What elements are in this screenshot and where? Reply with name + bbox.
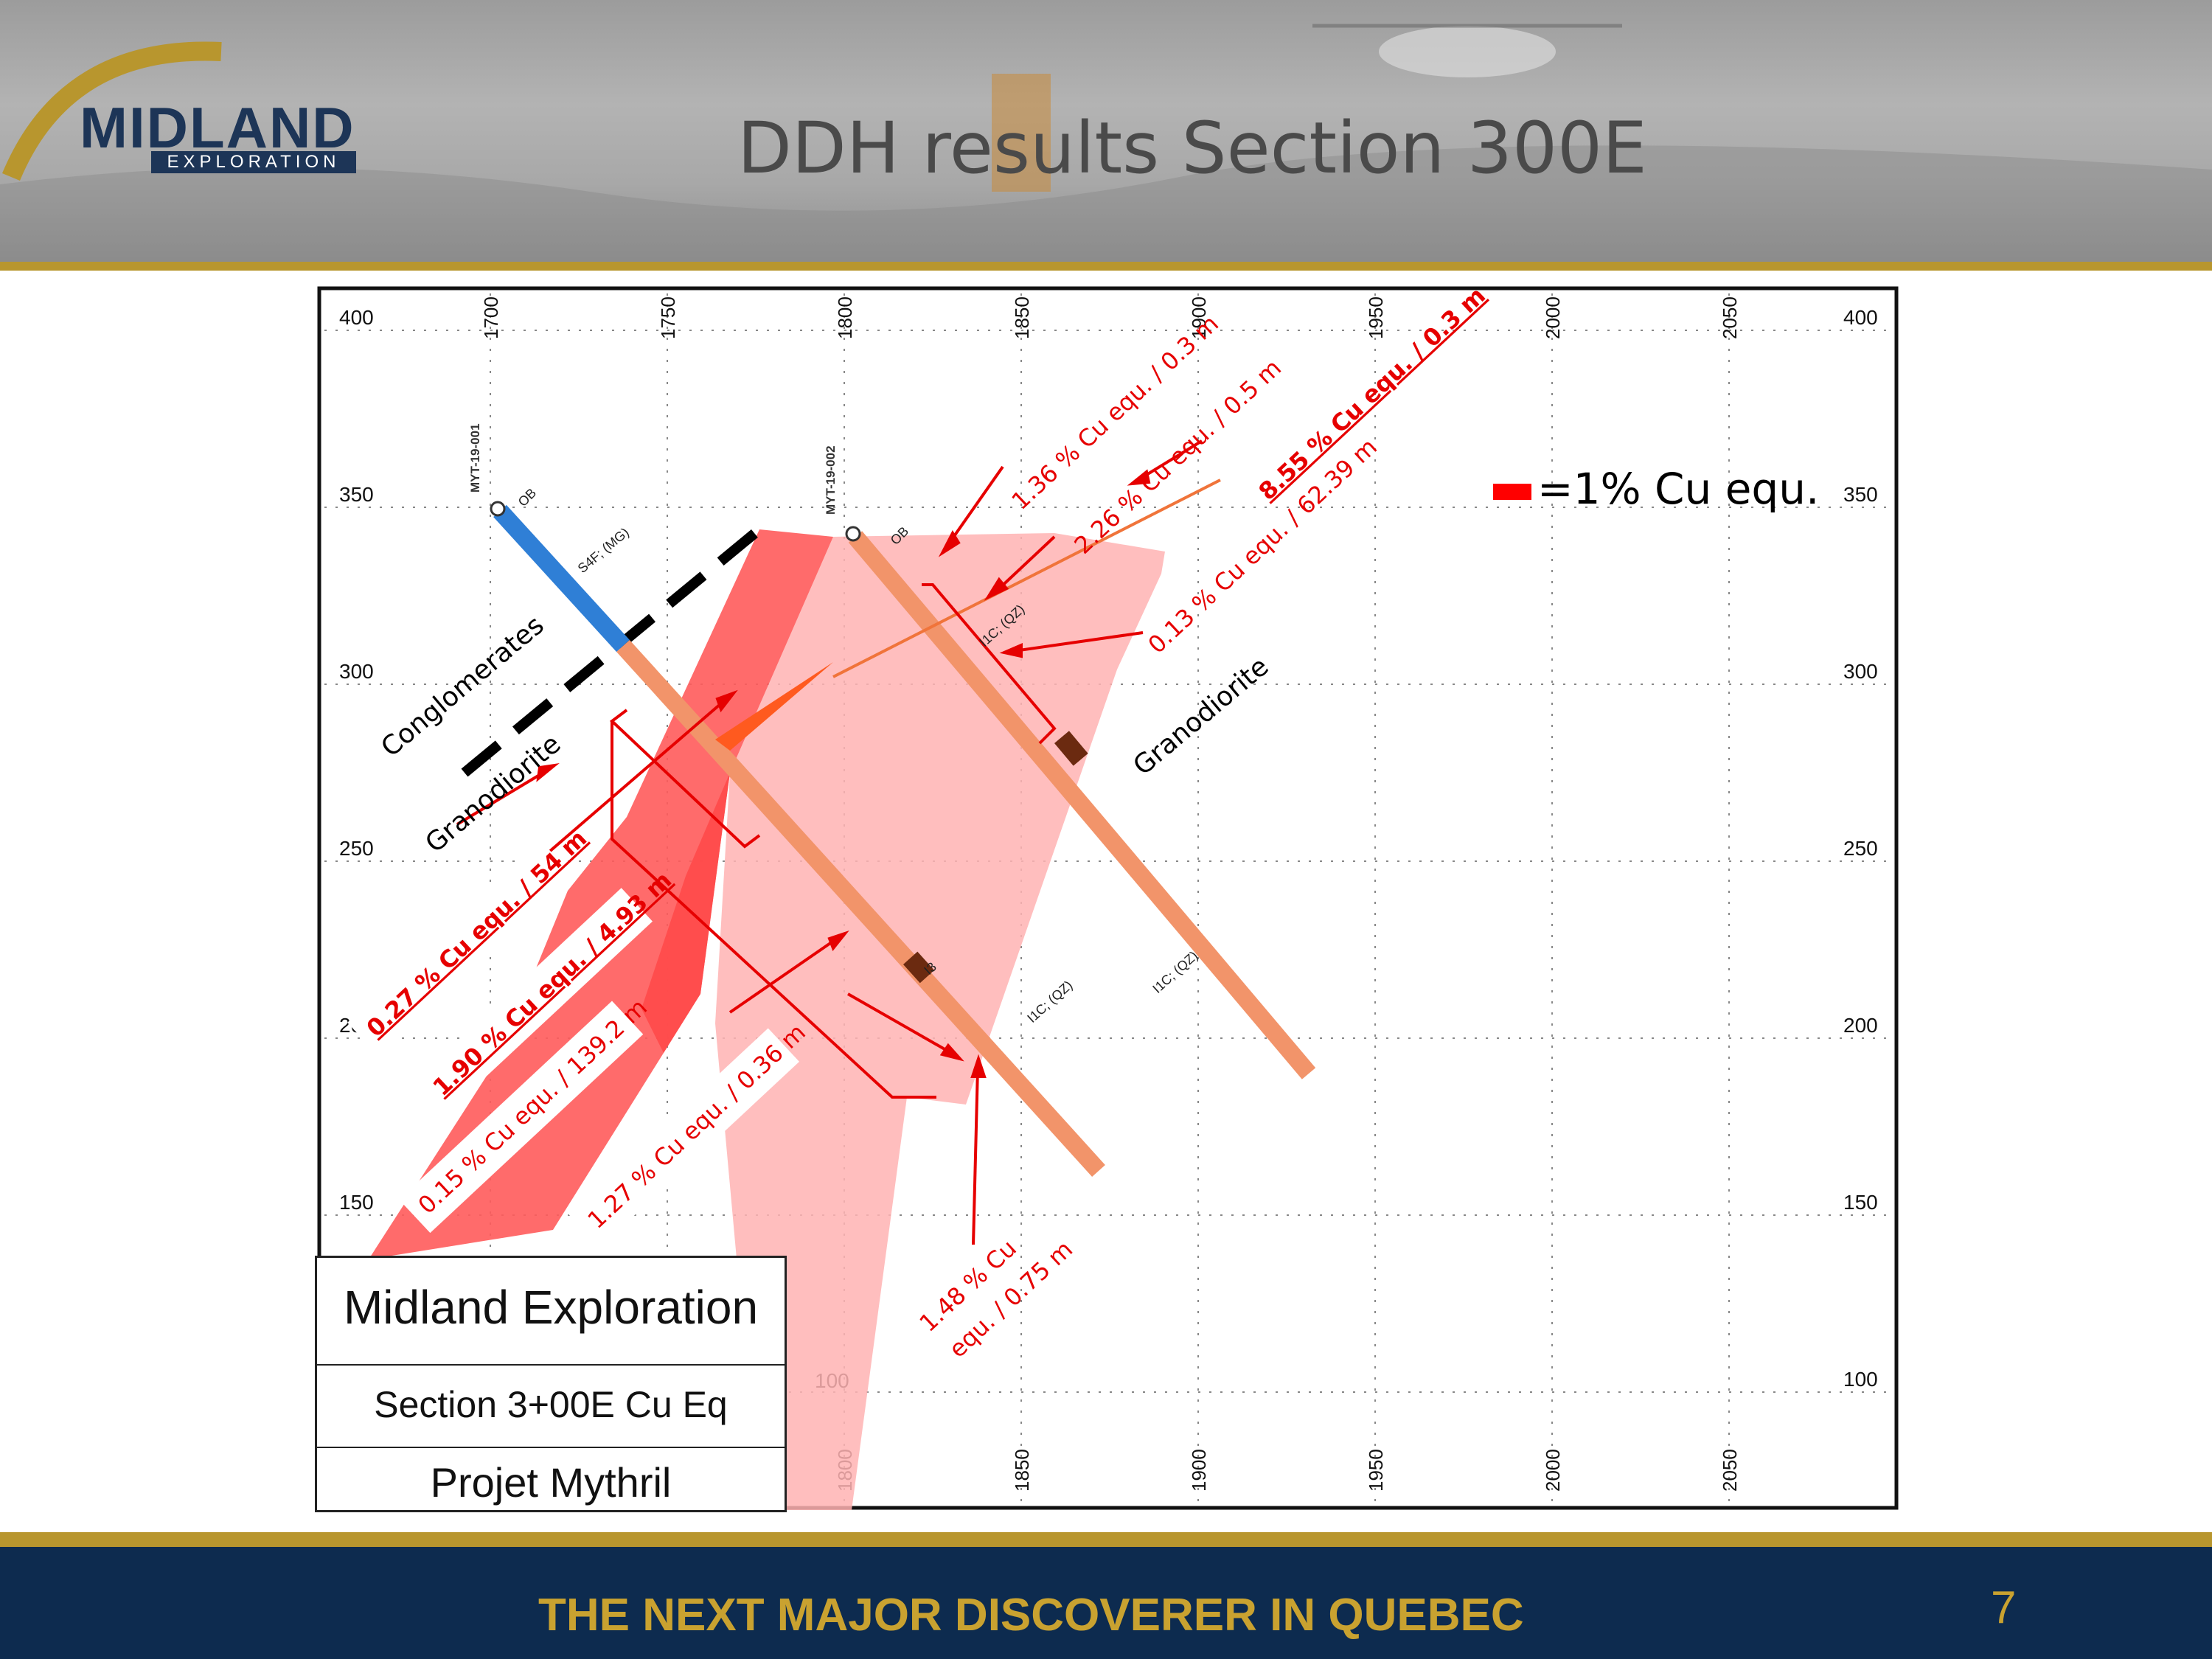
page-number: 7 (1991, 1582, 2017, 1633)
logo-subtitle: EXPLORATION (151, 151, 356, 173)
y-tick-left: 400 (339, 306, 374, 329)
y-tick-right: 300 (1843, 660, 1878, 683)
x-tick-top: 1700 (480, 296, 502, 339)
x-tick-top: 1950 (1365, 296, 1387, 339)
title-block: Midland Exploration Section 3+00E Cu Eq … (315, 1256, 787, 1512)
y-tick-left: 300 (339, 660, 374, 683)
footer-gold-rule (0, 1532, 2212, 1547)
x-tick-bottom: 2050 (1719, 1449, 1741, 1492)
hole-2-projection (832, 479, 1221, 678)
x-tick-bottom: 2000 (1542, 1449, 1564, 1492)
logo-arc (2, 41, 222, 181)
x-tick-top: 1850 (1011, 296, 1033, 339)
y-tick-right: 150 (1843, 1191, 1878, 1214)
bracket-hole1-b (611, 721, 936, 1099)
hole-1-spike (715, 662, 833, 751)
x-tick-top: 1900 (1188, 296, 1210, 339)
section-svg: 1700175018001850190019502000205018001850… (317, 282, 1899, 1510)
logo-wordmark: MIDLAND (80, 95, 355, 160)
header-background (0, 24, 2212, 262)
y-tick-left: 350 (339, 483, 374, 506)
legend-label: =1% Cu equ. (1537, 464, 1819, 514)
y-tick-left: 250 (339, 837, 374, 860)
title-block-section: Section 3+00E Cu Eq (374, 1384, 728, 1425)
footer-tagline: THE NEXT MAJOR DISCOVERER IN QUEBEC (538, 1590, 1524, 1641)
hole-1-overburden (493, 504, 630, 653)
y-tick-right: 100 (1843, 1368, 1878, 1391)
title-block-company: Midland Exploration (343, 1281, 759, 1334)
y-tick-right: 200 (1843, 1014, 1878, 1037)
hole-2-name: MYT-19-002 (824, 445, 838, 515)
hole-1-dark-interval (903, 951, 935, 984)
pointer-arrows (456, 439, 1203, 1245)
hole-1-collar (490, 501, 506, 517)
y-tick-left: 150 (339, 1191, 374, 1214)
footer-banner (0, 1547, 2212, 1659)
hole-1-name: MYT-19-001 (468, 423, 482, 493)
hole-2-collar (845, 526, 861, 542)
bracket-hole1-a (609, 709, 761, 849)
x-tick-bottom: 1900 (1188, 1449, 1210, 1492)
section-diagram: 1700175018001850190019502000205018001850… (315, 282, 1899, 1512)
bracket-hole2 (922, 583, 1057, 745)
x-tick-top: 2050 (1719, 296, 1741, 339)
mineral-zone-dark (369, 529, 833, 1259)
legend-swatch (1493, 484, 1531, 500)
hole-1-trace (616, 639, 1105, 1178)
slide-title: DDH results Section 300E (737, 107, 1647, 189)
y-tick-right: 350 (1843, 483, 1878, 506)
y-tick-right: 250 (1843, 837, 1878, 860)
x-tick-bottom: 1850 (1011, 1449, 1033, 1492)
hole-2-dark-interval (1054, 731, 1088, 766)
x-tick-top: 1750 (657, 296, 679, 339)
mineral-zone-tip (641, 773, 730, 1053)
x-tick-top: 1800 (834, 296, 856, 339)
header-banner: MIDLAND EXPLORATION DDH results Section … (0, 0, 2212, 262)
y-tick-right: 400 (1843, 306, 1878, 329)
header-gold-rule (0, 262, 2212, 271)
x-tick-top: 2000 (1542, 296, 1564, 339)
x-tick-bottom: 1950 (1365, 1449, 1387, 1492)
title-block-project: Projet Mythril (430, 1459, 672, 1506)
